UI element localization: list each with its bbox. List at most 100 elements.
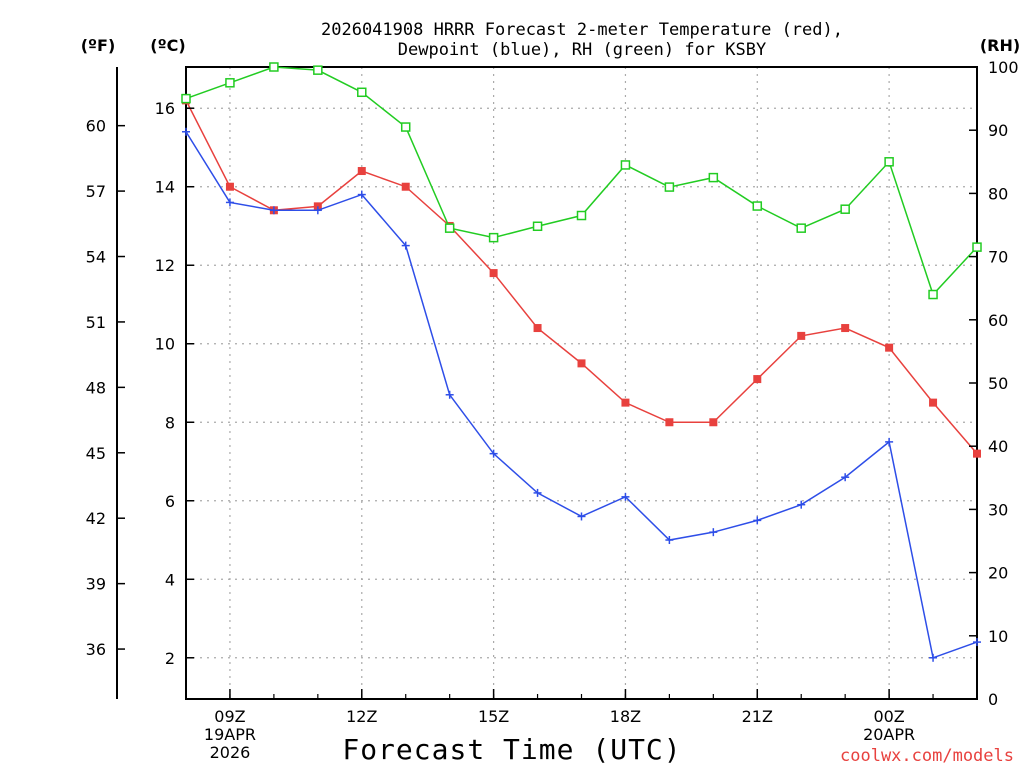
rh-point: [225, 78, 235, 88]
dewpoint-point: [973, 638, 981, 647]
temperature-point: [797, 331, 806, 340]
chart-title-line-2: Dewpoint (blue), RH (green) for KSBY: [398, 40, 766, 60]
temperature-point: [577, 359, 586, 368]
ticks-layer: 2 4 6 8 10 12 14 16 36 39 42 45 48 51 54 57 60 0 10 20 30 40 5…: [86, 58, 1019, 762]
dewpoint-point: [445, 390, 454, 399]
celsius-tick-label: 12: [155, 256, 175, 275]
series-line-rh: [185, 66, 978, 296]
rh-point: [357, 87, 367, 98]
dewpoint-point: [665, 536, 674, 545]
dewpoint-point: [709, 528, 718, 537]
dewpoint-point: [182, 127, 190, 136]
temperature-point: [841, 324, 850, 333]
x-tick-label: 00Z: [873, 707, 904, 726]
temperature-point: [533, 324, 542, 333]
rh-point: [664, 182, 675, 192]
rh-tick-label: 10: [988, 627, 1008, 646]
fahrenheit-unit-label: (ºF): [81, 36, 116, 55]
celsius-unit-label: (ºC): [150, 36, 185, 55]
temperature-point: [973, 449, 981, 458]
credit-text: coolwx.com/models: [840, 746, 1014, 766]
celsius-tick-label: 6: [165, 492, 175, 511]
rh-point: [840, 204, 850, 214]
temperature-point: [489, 269, 498, 278]
celsius-tick-label: 4: [165, 570, 175, 589]
rh-tick-label: 80: [988, 184, 1008, 203]
rh-tick-label: 0: [988, 690, 998, 709]
chart-title-line-1: 2026041908 HRRR Forecast 2-meter Tempera…: [321, 20, 843, 40]
series-rh: [181, 62, 982, 300]
temperature-point: [929, 398, 938, 407]
fahrenheit-tick-label: 45: [86, 444, 106, 463]
fahrenheit-tick-label: 48: [86, 378, 106, 397]
x-tick-label: 15Z: [478, 707, 509, 726]
x-tick-label: 09Z: [214, 707, 245, 726]
temperature-point: [665, 418, 674, 427]
rh-tick-label: 60: [988, 311, 1008, 330]
plot-frame: [185, 66, 978, 700]
dewpoint-point: [225, 198, 234, 207]
dewpoint-point: [841, 473, 850, 482]
dewpoint-point: [797, 500, 806, 509]
dewpoint-point: [885, 437, 894, 446]
rh-point: [620, 160, 631, 170]
fahrenheit-tick-label: 39: [86, 575, 106, 594]
celsius-tick-label: 2: [165, 649, 175, 668]
rh-tick-label: 50: [988, 374, 1008, 393]
series-layer: [181, 62, 982, 662]
rh-point: [708, 172, 719, 183]
rh-tick-label: 100: [988, 58, 1019, 77]
dewpoint-point: [621, 492, 630, 501]
dewpoint-point: [753, 516, 762, 525]
rh-tick-label: 30: [988, 500, 1008, 519]
rh-point: [313, 65, 323, 75]
rh-point: [884, 157, 894, 167]
x-tick-label: 2026: [210, 743, 251, 762]
dewpoint-point: [577, 512, 586, 521]
rh-point: [269, 62, 279, 72]
rh-tick-label: 20: [988, 564, 1008, 583]
fahrenheit-tick-label: 54: [86, 248, 106, 267]
rh-point: [972, 242, 982, 252]
celsius-tick-label: 16: [155, 99, 175, 118]
rh-tick-label: 90: [988, 121, 1008, 140]
dewpoint-point: [929, 653, 938, 662]
series-temperature: [182, 96, 981, 458]
celsius-tick-label: 14: [155, 178, 175, 197]
x-tick-label: 21Z: [742, 707, 773, 726]
grid-layer: [186, 67, 977, 699]
rh-point: [796, 223, 806, 233]
temperature-point: [885, 343, 894, 352]
dewpoint-point: [489, 449, 498, 458]
temperature-point: [709, 418, 718, 427]
fahrenheit-tick-label: 42: [86, 509, 106, 528]
x-tick-label: 20APR: [863, 725, 915, 744]
dewpoint-point: [269, 206, 278, 215]
rh-tick-label: 70: [988, 248, 1008, 267]
fahrenheit-tick-label: 51: [86, 313, 106, 332]
series-dewpoint: [182, 127, 981, 662]
rh-point: [400, 122, 411, 132]
dewpoint-point: [533, 488, 542, 497]
x-tick-label: 19APR: [204, 725, 256, 744]
celsius-tick-label: 10: [155, 335, 175, 354]
temperature-point: [621, 398, 630, 407]
rh-point: [181, 93, 191, 104]
temperature-point: [753, 375, 762, 384]
fahrenheit-tick-label: 60: [86, 117, 106, 136]
rh-point: [928, 289, 938, 300]
temperature-point: [225, 182, 234, 191]
rh-point: [752, 201, 763, 211]
x-tick-label: 12Z: [346, 707, 377, 726]
rh-point: [488, 232, 499, 243]
x-axis-label: Forecast Time (UTC): [342, 733, 681, 766]
dewpoint-point: [313, 206, 322, 215]
rh-point: [444, 223, 455, 233]
axes-layer: [116, 66, 978, 700]
dewpoint-point: [401, 241, 410, 250]
temperature-point: [357, 167, 366, 176]
rh-point: [576, 210, 587, 221]
fahrenheit-tick-label: 36: [86, 640, 106, 659]
rh-point: [532, 221, 543, 232]
